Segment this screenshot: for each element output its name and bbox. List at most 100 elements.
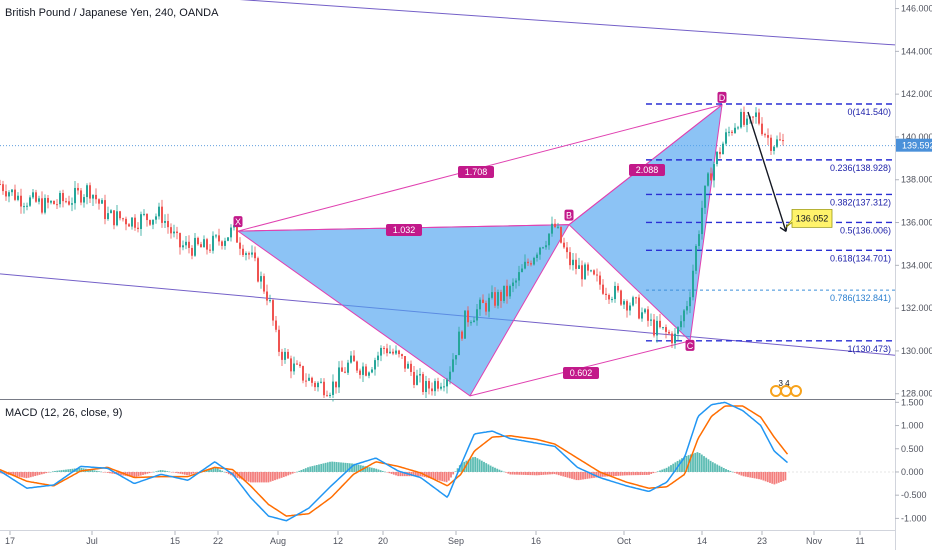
candle-body [449,371,451,380]
macd-histogram-bar [166,471,169,472]
candle-body [0,184,1,186]
macd-histogram-bar [626,471,628,476]
macd-histogram-bar [749,471,752,478]
candle-body [422,374,424,393]
candle-body [407,363,409,369]
macd-histogram-bar [494,467,496,472]
candle-body [329,394,331,396]
candle-body [155,216,157,220]
pattern-point-label: B [566,211,572,221]
macd-histogram-bar [403,471,406,477]
macd-histogram-bar [144,471,147,475]
candle-body [656,320,658,336]
target-callout-box [785,209,833,228]
candle-body [56,204,58,206]
candle-body [50,200,52,203]
candle-body [101,200,103,204]
macd-histogram-bar [465,460,468,472]
macd-histogram-bar [474,456,477,472]
candle-body [467,310,469,323]
macd-histogram-bar [120,471,122,476]
macd-histogram-bar [610,471,613,477]
candle-body [149,220,151,225]
candle-body [728,131,730,133]
macd-histogram-bar [694,452,697,472]
pane-mask [0,398,895,399]
candle-body [368,372,370,376]
candle-body [80,190,82,203]
macd-histogram-bar [502,471,505,473]
candle-body [317,382,319,388]
candles-group [0,106,784,402]
macd-histogram-bar [577,471,580,481]
candle-body [11,189,13,193]
macd-histogram-bar [69,469,72,472]
candle-body [482,299,484,304]
macd-signal-line [0,405,789,517]
macd-histogram-bar [709,460,712,472]
macd-histogram-bar [434,471,437,480]
fib-level-label: 0.236(138.928) [830,163,891,173]
candle-body [494,292,496,306]
candle-body [383,347,385,349]
candle-body [170,227,172,234]
macd-histogram-bar [566,471,569,478]
candle-body [782,140,784,142]
macd-histogram-bar [586,471,589,479]
candle-body [266,291,268,301]
macd-histogram-bar [76,468,78,472]
candle-body [242,248,244,255]
macd-histogram-bar [555,471,558,475]
candle-body [623,301,625,305]
macd-histogram-bar [364,466,367,472]
candle-body [419,374,421,376]
macd-histogram-bar [720,466,723,472]
candle-body [212,235,214,251]
price-axis-label: 130.000 [901,346,932,356]
candle-body [635,297,637,299]
macd-histogram-bar [170,471,173,473]
candle-body [59,193,61,205]
candle-body [440,386,442,389]
macd-histogram-bar [656,471,659,472]
price-axis-label: 138.000 [901,175,932,185]
macd-histogram-bar [282,471,285,478]
macd-histogram-bar [507,471,510,474]
macd-histogram-bar [216,468,219,472]
time-axis-label: 11 [855,536,864,546]
macd-histogram-bar [601,471,604,477]
projection-arrow-line [747,111,787,232]
macd-histogram-bar [192,471,195,474]
macd-histogram-bar [172,471,175,473]
candle-body [128,224,130,227]
macd-histogram-bar [417,471,419,477]
pattern-point-label: X [235,217,241,227]
macd-histogram-bar [254,471,257,483]
macd-histogram-bar [271,471,274,481]
macd-histogram-bar [139,471,142,476]
candle-body [659,320,661,328]
macd-histogram-bar [595,471,598,478]
macd-histogram-bar [197,471,199,473]
candle-body [8,192,10,197]
macd-histogram-bar [340,462,342,472]
candle-body [533,257,535,265]
macd-histogram-bar [36,471,39,476]
price-axis-label: 136.000 [901,218,932,228]
macd-histogram-bar [419,471,422,477]
macd-histogram-bar [650,471,653,474]
macd-histogram-bar [106,471,109,473]
candle-body [614,285,616,300]
candle-body [320,381,322,383]
candle-body [302,366,304,381]
macd-histogram-bar [540,471,543,476]
candle-body [86,185,88,198]
macd-histogram-bar [703,456,705,472]
macd-histogram-bar [309,466,312,472]
candle-body [389,351,391,354]
pattern-point-badge [685,339,695,351]
macd-histogram-bar [696,452,699,472]
target-callout-text: 136.052 [796,213,829,223]
macd-histogram-bar [549,471,551,475]
candle-body [512,282,514,287]
